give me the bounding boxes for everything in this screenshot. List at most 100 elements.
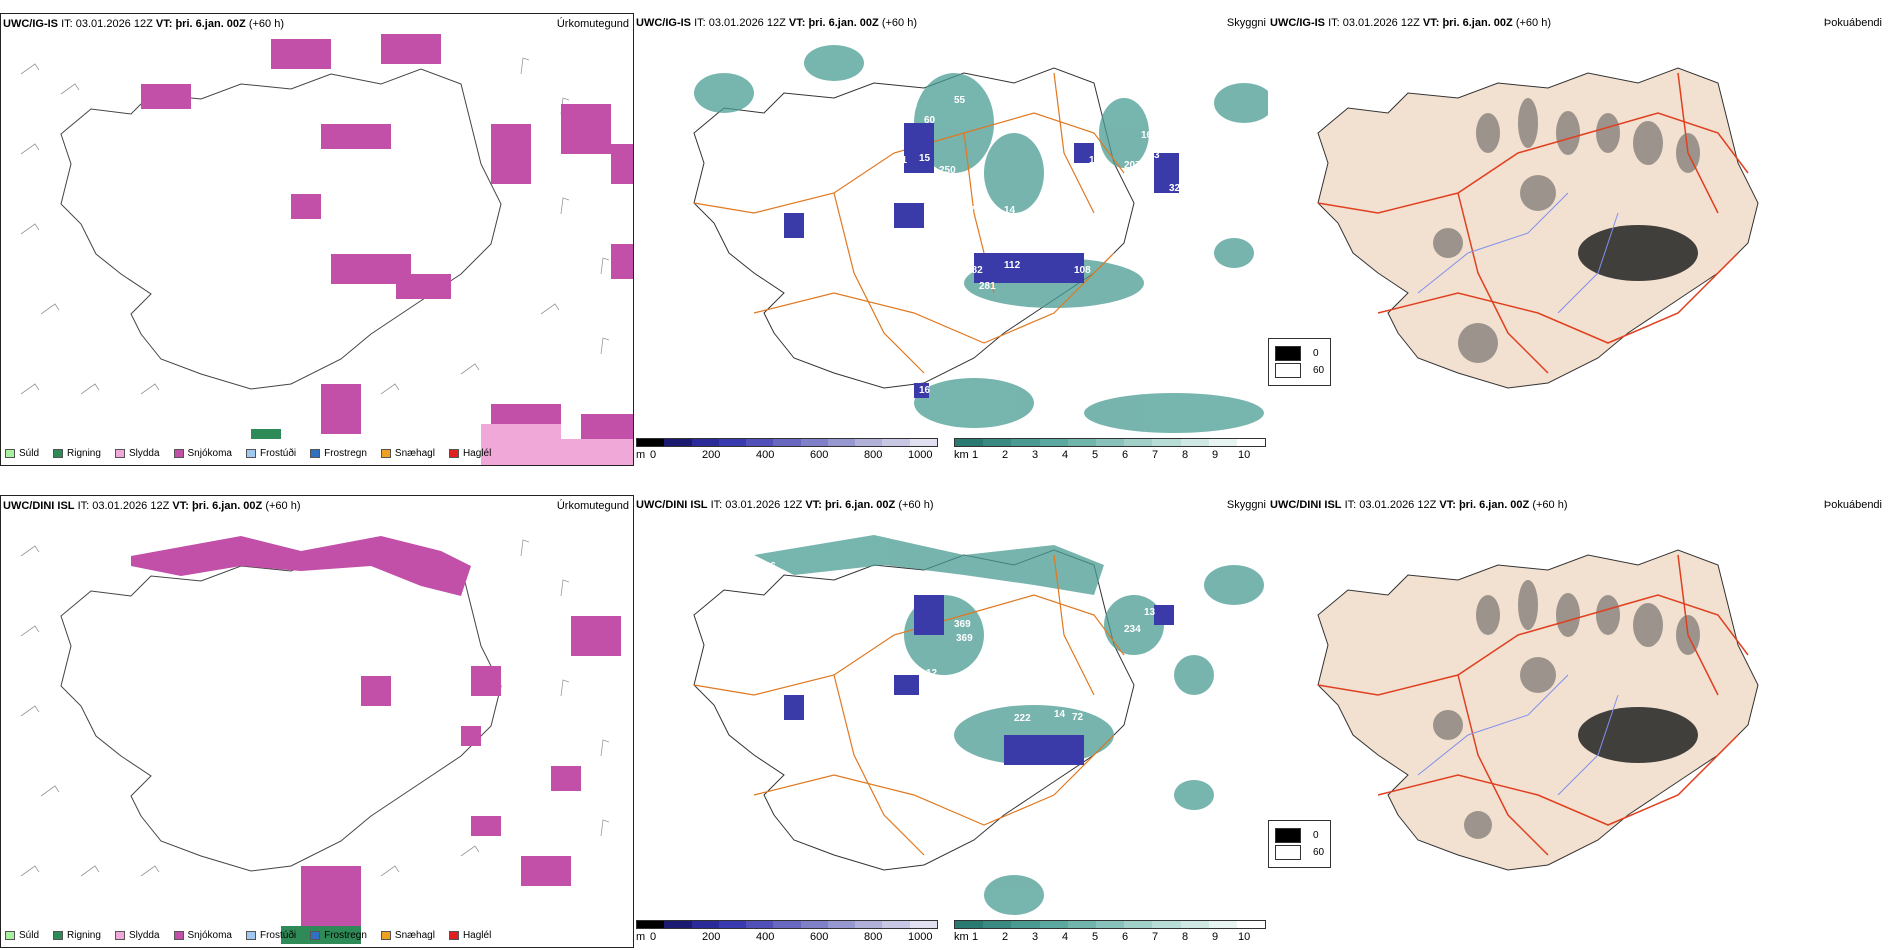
tick: 2 xyxy=(1002,449,1009,461)
swatch xyxy=(5,931,15,940)
tick: 3 xyxy=(1032,449,1039,461)
cell xyxy=(1236,921,1266,928)
visibility-map: 302 266 369 369 12 204 405 234 13 222 14… xyxy=(693,535,1264,915)
panel-title: UWC/IG-IS IT: 03.01.2026 12Z VT: þri. 6.… xyxy=(3,18,284,30)
swatch xyxy=(448,449,459,458)
cloud-label: 369 xyxy=(954,619,971,630)
colorbar-ticks: km 1 2 3 4 5 6 7 8 9 10 xyxy=(954,449,1266,463)
iceland-outline xyxy=(60,68,502,390)
cloud-label: 01 xyxy=(1112,689,1124,700)
cell xyxy=(855,921,883,928)
tick: 600 xyxy=(810,931,829,943)
fog-shading xyxy=(1433,580,1700,839)
cloud-label: 234 xyxy=(1124,624,1141,635)
cloud-label: 72 xyxy=(1072,712,1084,723)
snow-areas xyxy=(131,536,621,926)
cell xyxy=(855,439,883,446)
cell xyxy=(1180,921,1209,928)
cell xyxy=(1067,439,1096,446)
sleet-areas xyxy=(481,424,633,465)
cell xyxy=(827,439,856,446)
cell xyxy=(773,921,801,928)
cloud-label: 207 xyxy=(1124,160,1141,171)
cloud-label: 15 xyxy=(1089,155,1101,166)
legend-item: Frostregn xyxy=(310,930,367,941)
cloud-label: 281 xyxy=(979,281,996,292)
cloud-label: 13 xyxy=(1144,607,1156,618)
unit: m xyxy=(636,449,646,461)
cell xyxy=(691,439,719,446)
wind-barbs xyxy=(20,539,610,877)
swatch xyxy=(5,449,15,458)
tick: 800 xyxy=(864,931,883,943)
cell xyxy=(746,921,774,928)
cloud-base-colorbar: m 0 200 400 600 800 1000 xyxy=(636,438,938,463)
cell xyxy=(1067,921,1096,928)
legend-item: Slydda xyxy=(114,448,160,459)
cloud-label: 16 xyxy=(1141,130,1153,141)
cell xyxy=(1152,921,1181,928)
precip-map xyxy=(20,34,633,465)
blue-rivers xyxy=(1417,674,1619,796)
iceland-land xyxy=(1317,67,1759,389)
panel-variable: Skyggni xyxy=(1226,17,1266,29)
cloud-label: 112 xyxy=(1004,260,1021,271)
legend-item: Súld xyxy=(5,930,39,941)
cell xyxy=(1095,921,1125,928)
precip-map xyxy=(20,536,621,944)
panel-title: UWC/IG-IS IT: 03.01.2026 12Z VT: þri. 6.… xyxy=(636,17,917,29)
cloud-label: 14 xyxy=(1054,709,1066,720)
cloud-label: 302 xyxy=(724,559,741,570)
fog-panel-bottom: UWC/DINI ISL IT: 03.01.2026 12Z VT: þri.… xyxy=(1268,495,1900,948)
cloud-label: 27 xyxy=(1142,700,1154,711)
red-roads xyxy=(1317,554,1749,856)
unit: m xyxy=(636,931,646,943)
legend-item: Rigning xyxy=(53,930,101,941)
legend-item: Súld xyxy=(5,448,39,459)
panel-variable: Skyggni xyxy=(1226,499,1266,511)
tick: 7 xyxy=(1152,449,1159,461)
tick: 200 xyxy=(702,931,721,943)
visibility-panel-top: UWC/IG-IS IT: 03.01.2026 12Z VT: þri. 6.… xyxy=(634,13,1268,466)
colorbar-ticks: km 1 2 3 4 5 6 7 8 9 10 xyxy=(954,931,1266,945)
cell xyxy=(773,439,801,446)
cloud-label: 10 xyxy=(914,236,926,247)
tick: 200 xyxy=(702,449,721,461)
tick: 10 xyxy=(1238,449,1251,461)
visibility-map: 48 60 55 21 15 250 160 12 575 14 142 18 … xyxy=(693,45,1268,433)
cell xyxy=(1236,439,1266,446)
iceland-outline xyxy=(60,550,502,872)
cloud-label: 3 xyxy=(1154,150,1160,161)
cloud-label: 182 xyxy=(966,265,983,276)
cell xyxy=(1011,439,1040,446)
cell xyxy=(909,921,937,928)
cell xyxy=(746,439,774,446)
glacier-dark xyxy=(1578,707,1698,763)
cell xyxy=(1152,439,1181,446)
tick: 7 xyxy=(1152,931,1159,943)
red-roads xyxy=(1317,72,1749,374)
tick: 1000 xyxy=(908,449,933,461)
cell xyxy=(664,921,692,928)
cloud-label: 2 xyxy=(934,879,940,890)
colorbar-ticks: m 0 200 400 600 800 1000 xyxy=(636,449,938,463)
tick: 1 xyxy=(972,931,979,943)
unit: km xyxy=(954,931,969,943)
cloud-label: 16 xyxy=(784,241,796,252)
cloud-label: 405 xyxy=(1051,667,1068,678)
swatch xyxy=(173,931,184,940)
swatch xyxy=(1275,845,1301,860)
cloud-label: 204 xyxy=(1008,669,1025,680)
cell xyxy=(800,439,828,446)
rain-area xyxy=(251,429,281,439)
swatch xyxy=(380,449,391,458)
tick: 1 xyxy=(972,449,979,461)
swatch xyxy=(173,449,184,458)
tick: 9 xyxy=(1212,449,1219,461)
tick: 8 xyxy=(1182,449,1189,461)
cell xyxy=(827,921,856,928)
fog-key-row: 60 xyxy=(1275,845,1324,860)
cell xyxy=(637,439,665,446)
precip-type-legend: Súld Rigning Slydda Snjókoma Frostúði Fr… xyxy=(5,448,491,459)
blue-low-cloud xyxy=(784,123,1179,398)
